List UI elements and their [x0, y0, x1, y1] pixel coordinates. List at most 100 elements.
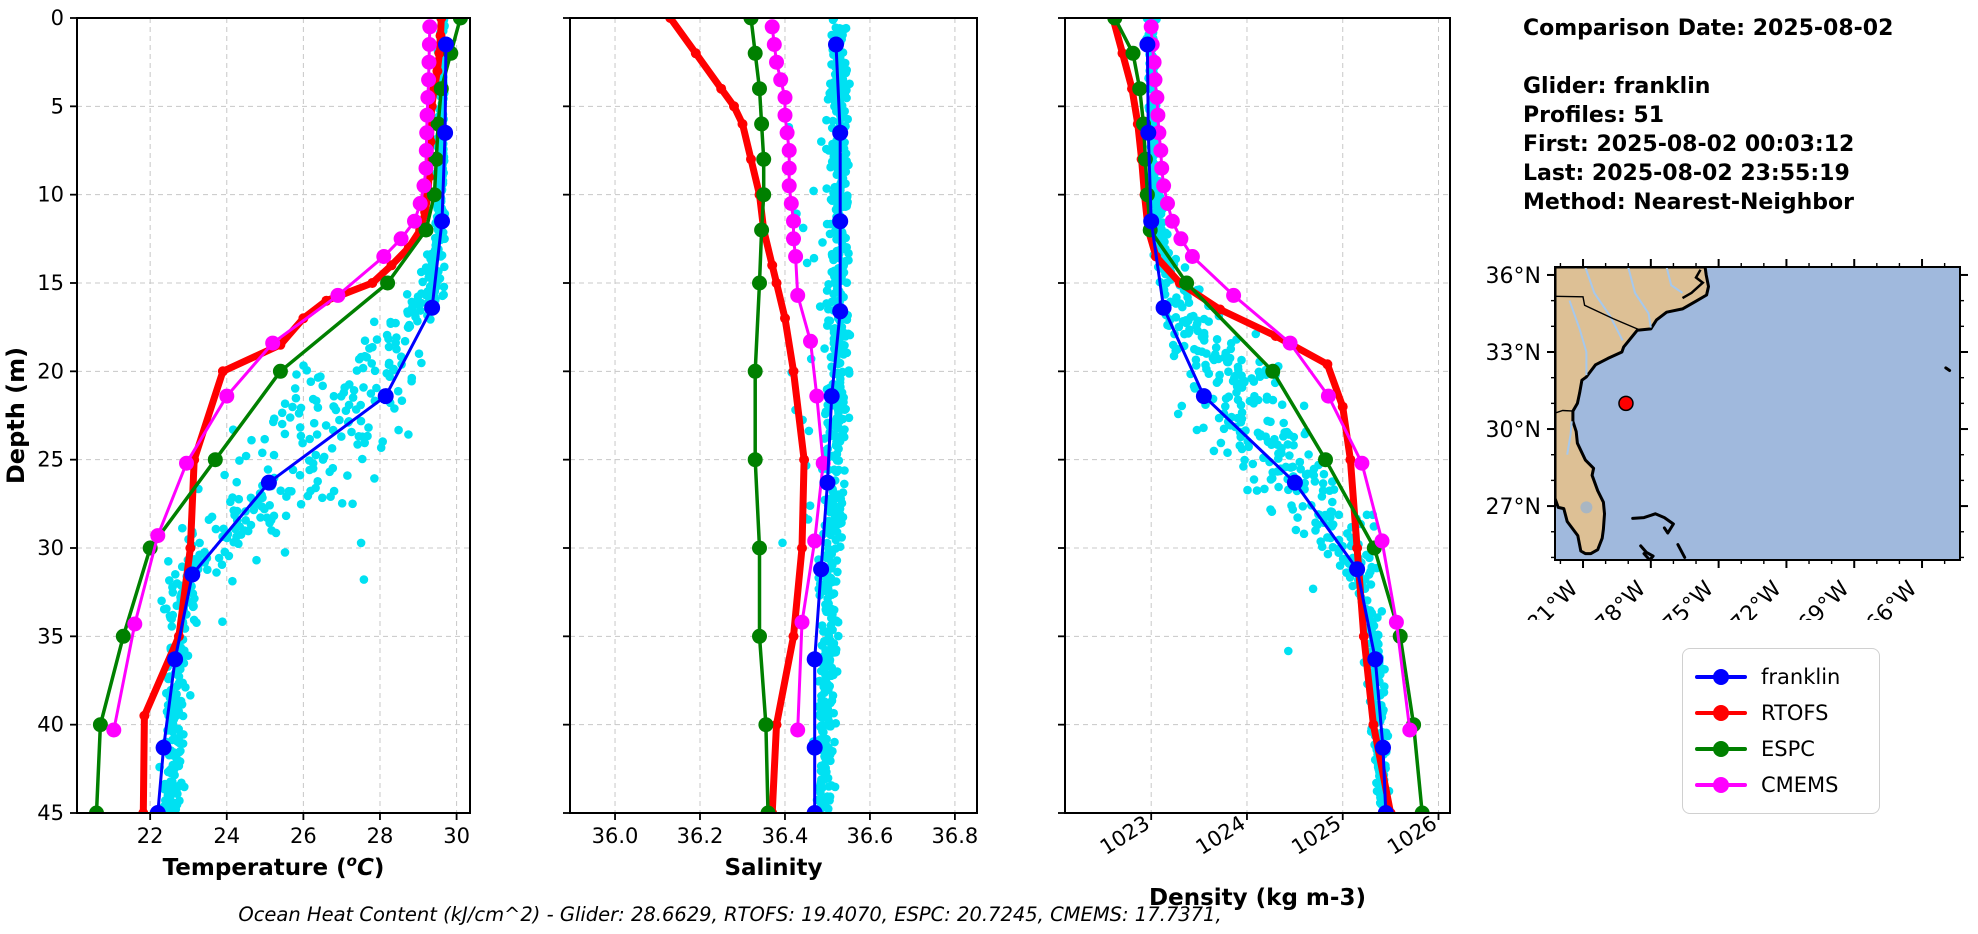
scatter-point	[393, 386, 403, 396]
scatter-point	[1193, 316, 1203, 326]
temperature-ESPC-markers	[89, 18, 468, 813]
x-tick-label: 1024	[1192, 811, 1250, 860]
scatter-point	[413, 292, 423, 302]
scatter-point	[1289, 440, 1298, 450]
scatter-point	[1260, 484, 1269, 494]
profile-marker	[386, 260, 397, 271]
scatter-point	[356, 416, 366, 426]
scatter-point	[778, 538, 787, 548]
scatter-point	[370, 366, 380, 376]
scatter-point	[1236, 400, 1246, 410]
profile-marker	[747, 363, 763, 379]
profile-marker	[747, 45, 763, 61]
scatter-point	[817, 691, 826, 701]
scatter-point	[816, 788, 825, 797]
profile-marker	[380, 275, 396, 291]
panel-frame	[76, 17, 471, 814]
scatter-point	[824, 599, 833, 608]
scatter-point	[1249, 399, 1258, 408]
scatter-point	[1299, 401, 1309, 411]
profile-marker	[419, 107, 435, 123]
profile-marker	[1149, 90, 1165, 105]
scatter-point	[214, 553, 224, 563]
scatter-point	[827, 748, 836, 757]
scatter-point	[164, 557, 173, 566]
scatter-point	[839, 397, 848, 407]
y-tick-label: 5	[51, 94, 64, 118]
scatter-point	[1270, 434, 1279, 444]
scatter-point	[277, 419, 287, 429]
scatter-point	[396, 352, 406, 362]
temperature-panel: 22 24 26 28 30 0 5 10 15 20 25 30 35 40 45 Temperature …	[37, 6, 471, 881]
scatter-point	[174, 701, 184, 710]
scatter-point	[818, 238, 827, 247]
scatter-point	[834, 631, 843, 641]
scatter-point	[1192, 425, 1202, 435]
profile-marker	[1352, 543, 1363, 553]
profile-marker	[754, 222, 770, 238]
scatter-point	[1298, 502, 1308, 511]
y-tick-label: 25	[37, 448, 64, 472]
profile-marker	[418, 222, 434, 238]
legend-line-marker-icon	[1695, 705, 1747, 721]
scatter-point	[358, 432, 367, 442]
profile-marker	[184, 566, 201, 583]
scatter-point	[838, 414, 848, 424]
x-tick-label: 36.8	[932, 824, 979, 848]
profile-marker	[1349, 561, 1366, 578]
scatter-point	[298, 438, 307, 448]
scatter-point	[306, 486, 315, 496]
map-lon-label: 72°W	[1726, 576, 1787, 620]
scatter-point	[258, 448, 267, 458]
scatter-point	[186, 691, 195, 700]
scatter-point	[1189, 382, 1199, 391]
scatter-point	[358, 363, 368, 373]
scatter-point	[1362, 510, 1372, 520]
scatter-point	[1191, 355, 1201, 365]
scatter-point	[1215, 370, 1224, 380]
salinity-ESPC-line	[749, 18, 770, 813]
profile-marker	[1139, 187, 1155, 203]
scatter-point	[1224, 367, 1233, 377]
profile-plots: 22 24 26 28 30 0 5 10 15 20 25 30 35 40 45 Temperature …	[2, 6, 1451, 911]
comparison-date: Comparison Date: 2025-08-02	[1523, 16, 1894, 41]
legend-item-franklin[interactable]: franklin	[1695, 659, 1865, 695]
profile-marker	[421, 54, 437, 70]
scatter-point	[829, 589, 839, 598]
scatter-point	[349, 386, 359, 395]
profile-marker	[393, 231, 409, 247]
scatter-point	[817, 641, 827, 650]
x-tick-label: 28	[367, 824, 394, 848]
scatter-point	[1224, 392, 1234, 402]
scatter-point	[822, 286, 832, 295]
scatter-point	[200, 547, 209, 557]
salinity-panel: 36.0 36.2 36.4 36.6 36.8 Salinity	[563, 17, 979, 881]
scatter-point	[820, 760, 829, 769]
legend-item-cmems[interactable]: CMEMS	[1695, 767, 1865, 803]
scatter-point	[165, 576, 174, 585]
scatter-point	[1334, 548, 1343, 557]
profile-marker	[428, 151, 444, 167]
scatter-point	[318, 381, 328, 391]
scatter-point	[416, 306, 425, 315]
legend-item-espc[interactable]: ESPC	[1695, 731, 1865, 767]
profile-marker	[797, 543, 807, 553]
scatter-point	[220, 547, 230, 557]
temperature-CMEMS-line	[112, 25, 432, 732]
scatter-point	[1296, 464, 1305, 474]
scatter-point	[321, 421, 331, 430]
scatter-point	[843, 191, 852, 200]
y-tick-label: 35	[37, 624, 64, 648]
scatter-point	[276, 486, 286, 496]
legend-item-rtofs[interactable]: RTOFS	[1695, 695, 1865, 731]
profile-marker	[1107, 18, 1123, 26]
scatter-point	[1311, 526, 1320, 535]
scatter-point	[814, 677, 823, 686]
info-line-2: First: 2025-08-02 00:03:12	[1523, 132, 1855, 157]
scatter-point	[435, 171, 444, 180]
scatter-point	[168, 582, 177, 592]
profile-marker	[265, 335, 281, 351]
scatter-point	[168, 719, 178, 729]
scatter-point	[367, 359, 377, 368]
scatter-point	[1251, 329, 1261, 339]
